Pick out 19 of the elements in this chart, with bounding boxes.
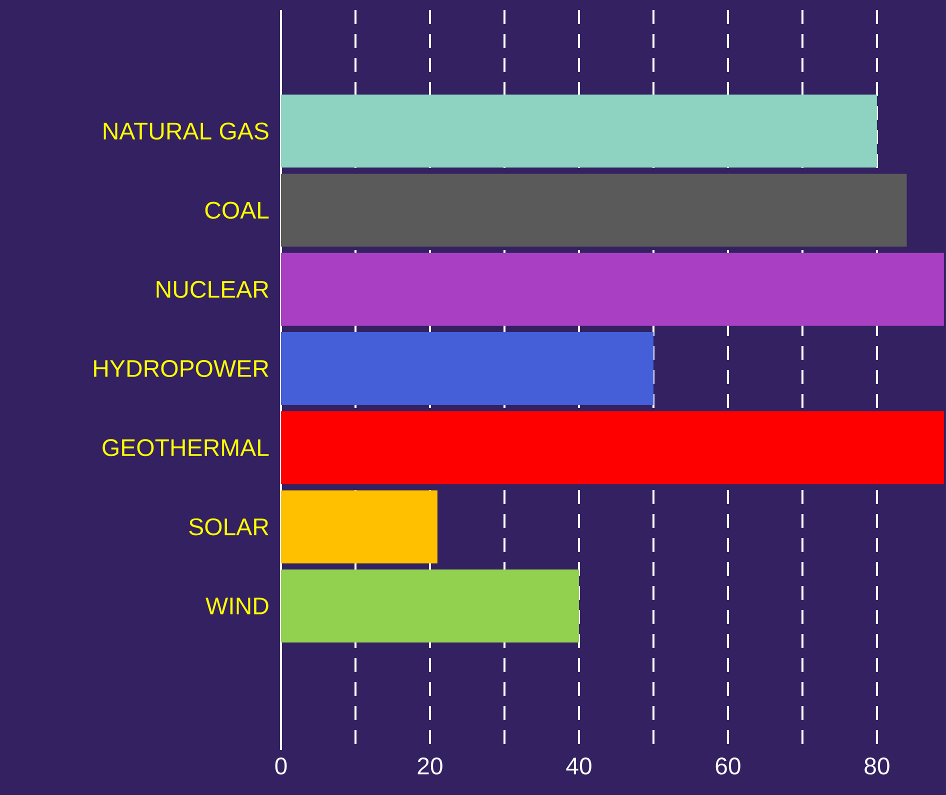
y-tick-label: WIND [206,598,268,614]
x-tick-label: 60 [716,758,740,775]
bar [281,490,438,564]
bar [281,94,877,168]
bar [281,569,579,642]
x-tick-label: 0 [275,758,287,775]
x-tick-label: 80 [864,758,890,775]
bar [281,332,654,406]
bar [281,174,907,247]
x-tick-label: 40 [566,758,592,775]
y-tick-label: HYDROPOWER [94,360,268,378]
y-tick-label: NUCLEAR [156,280,268,298]
x-tick-label: 20 [418,758,442,775]
y-tick-label: NATURAL GAS [104,122,268,140]
y-tick-label: GEOTHERMAL [102,439,269,456]
y-tick-label: COAL [205,202,269,219]
y-tick-label: SOLAR [189,518,268,536]
bar [281,252,944,326]
bar [281,411,944,484]
